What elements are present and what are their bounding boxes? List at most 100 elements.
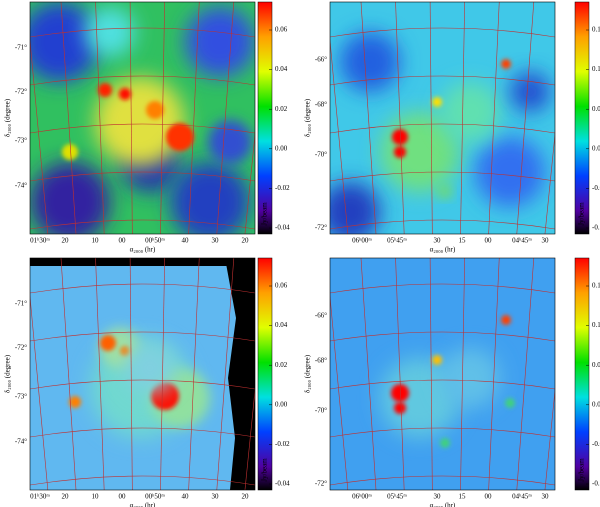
y-axis-label: δ₂₀₀₀ (degree): [4, 98, 12, 137]
colorbar-tick-label: 0.15: [592, 26, 600, 34]
x-tick-label: 10: [92, 493, 100, 501]
y-tick-label: -70°: [315, 407, 327, 415]
x-tick-label: 30: [212, 237, 220, 245]
emission-blob: [166, 123, 194, 151]
coordinate-grid: [516, 258, 535, 490]
emission-blob: [330, 182, 380, 234]
x-tick-label: 15: [459, 237, 467, 245]
coordinate-grid: [330, 331, 555, 342]
x-tick-label: 30: [434, 237, 442, 245]
x-tick-label: 04ʰ45ᵐ: [512, 493, 532, 501]
coordinate-grid: [30, 123, 255, 134]
y-tick-label: -66°: [315, 56, 327, 64]
panel: -71° -72° -73° -74° 01ʰ30ᵐ 20 10 00 00ʰ50ᵐ 40 30 20…: [4, 257, 290, 507]
colorbar-tick-label: 0.02: [275, 105, 288, 113]
coordinate-grid: [244, 131, 255, 234]
emission-blob: [98, 83, 112, 97]
emission-blob: [440, 348, 500, 408]
coordinate-grid: [429, 258, 433, 490]
x-tick-label: 05ʰ45ᵐ: [387, 237, 407, 245]
coordinate-grid: [330, 427, 555, 438]
y-tick-label: -68°: [315, 101, 327, 109]
emission-blob: [30, 2, 100, 82]
emission-blob: [475, 137, 545, 207]
colorbar-tick-label: 0.05: [592, 105, 600, 113]
coordinate-grid: [60, 2, 77, 234]
colorbar: [257, 257, 273, 491]
coordinate-grid: [544, 131, 555, 234]
map-image: [330, 258, 555, 490]
emission-blob: [30, 162, 110, 234]
x-tick-label: 30: [542, 493, 550, 501]
map-image: [330, 2, 555, 234]
coordinate-grid: [330, 283, 555, 294]
coordinate-grid: [129, 258, 133, 490]
panel: -66° -68° -70° -72° 06ʰ00ᵐ 05ʰ45ᵐ 30 15 00 04ʰ45ᵐ…: [304, 257, 600, 507]
colorbar-tick-label: 0.00: [275, 144, 288, 152]
colorbar-tick-label: 0.10: [592, 65, 600, 73]
coordinate-grid: [330, 75, 555, 86]
emission-blob: [432, 355, 442, 365]
map-frame: [29, 1, 256, 235]
emission-blob: [440, 438, 450, 448]
colorbar-unit: Jy/beam: [578, 202, 586, 226]
map-frame: [29, 257, 256, 491]
x-tick-label: 01ʰ30ᵐ: [30, 493, 50, 501]
y-tick-label: -72°: [315, 224, 327, 232]
colorbar-tick-label: -0.04: [275, 224, 290, 232]
x-tick-label: 20: [62, 237, 70, 245]
x-tick-label: 15: [459, 493, 467, 501]
map-image: [30, 2, 255, 234]
emission-blob: [440, 82, 500, 142]
colorbar: [257, 1, 273, 235]
x-tick-label: 01ʰ30ᵐ: [30, 237, 50, 245]
x-tick-label: 00: [485, 493, 493, 501]
coordinate-grid: [488, 2, 500, 234]
coordinate-grid: [330, 171, 555, 182]
coordinate-grid: [160, 258, 165, 490]
colorbar-unit: Jy/beam: [578, 458, 586, 482]
colorbar: [574, 257, 590, 491]
colorbar-unit: Jy/beam: [261, 202, 269, 226]
colorbar-tick-label: 0.10: [592, 321, 600, 329]
x-tick-label: 05ʰ45ᵐ: [387, 493, 407, 501]
emission-blob: [120, 346, 130, 356]
coordinate-grid: [95, 258, 105, 490]
emission-blob: [170, 162, 250, 234]
y-axis-label: δ₂₀₀₀ (degree): [4, 354, 12, 393]
y-axis-label: δ₂₀₀₀ (degree): [304, 98, 312, 137]
colorbar-unit: Jy/beam: [261, 458, 269, 482]
x-tick-label: 04ʰ45ᵐ: [512, 237, 532, 245]
coordinate-grid: [30, 475, 255, 486]
y-tick-label: -73°: [15, 137, 27, 145]
x-tick-label: 40: [182, 237, 190, 245]
x-tick-label: 30: [542, 237, 550, 245]
coordinate-grid: [216, 258, 235, 490]
y-axis-label: δ₂₀₀₀ (degree): [304, 354, 312, 393]
coordinate-grid: [30, 171, 255, 182]
x-tick-label: 20: [242, 237, 250, 245]
emission-blob: [510, 72, 550, 112]
y-tick-label: -74°: [15, 438, 27, 446]
emission-blob: [394, 402, 406, 414]
coordinate-grid: [330, 475, 555, 486]
x-tick-label: 30: [212, 493, 220, 501]
emission-blob: [391, 384, 409, 402]
x-tick-label: 00ʰ50ᵐ: [145, 493, 165, 501]
x-tick-label: 00ʰ50ᵐ: [145, 237, 165, 245]
map-frame: [329, 257, 556, 491]
colorbar-tick-label: 0.15: [592, 282, 600, 290]
coordinate-grid: [330, 379, 555, 390]
map-image: [30, 258, 255, 490]
emission-blob: [146, 101, 164, 119]
coordinate-grid: [544, 387, 555, 490]
colorbar-tick-label: 0.00: [275, 400, 288, 408]
x-tick-label: 30: [434, 493, 442, 501]
map-frame: [329, 1, 556, 235]
emission-blob: [95, 77, 185, 167]
colorbar-tick-label: -0.10: [592, 480, 600, 488]
colorbar-tick-label: 0.00: [592, 400, 600, 408]
emission-blob: [501, 59, 511, 69]
emission-blob: [394, 146, 406, 158]
colorbar: [574, 1, 590, 235]
